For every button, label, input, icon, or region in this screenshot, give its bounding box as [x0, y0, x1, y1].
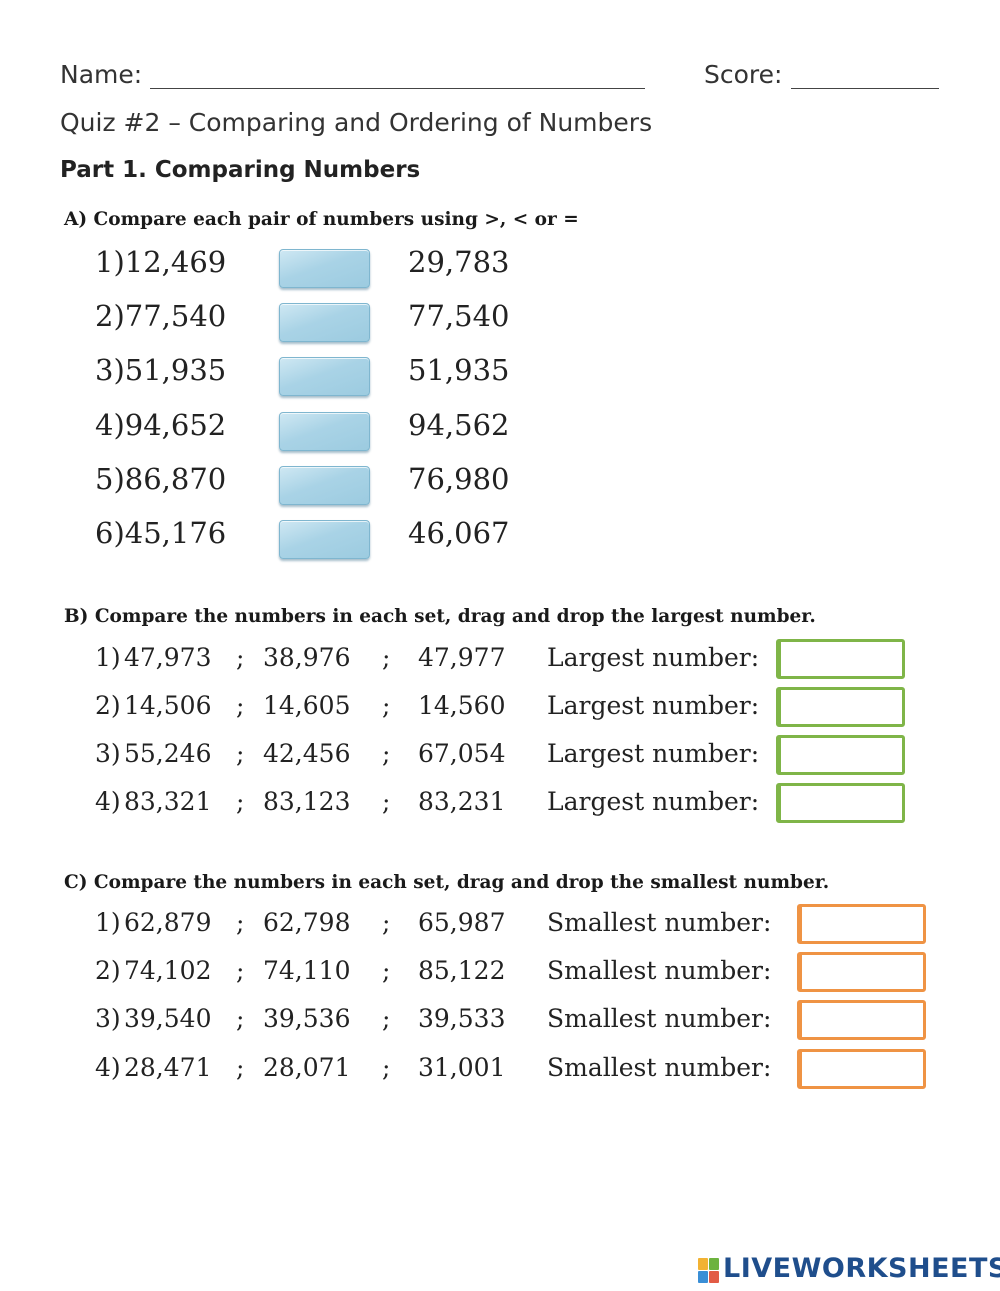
set-number-c: 14,560 [418, 691, 506, 720]
set-number-c: 85,122 [418, 956, 506, 985]
set-separator: ; [236, 908, 245, 937]
set-separator: ; [236, 1053, 245, 1082]
compare-answer-box[interactable] [279, 466, 370, 505]
set-number-a: 14,506 [124, 691, 212, 720]
section-c-title: C) Compare the numbers in each set, drag… [64, 872, 830, 893]
compare-right-number: 76,980 [408, 462, 510, 496]
compare-answer-box[interactable] [279, 357, 370, 396]
set-number-c: 67,054 [418, 739, 506, 768]
set-number-c: 65,987 [418, 908, 506, 937]
answer-label: Largest number: [547, 691, 760, 720]
compare-left-number: 3)51,935 [95, 353, 227, 387]
set-number-a: 55,246 [124, 739, 212, 768]
set-number-b: 38,976 [263, 643, 351, 672]
set-number-a: 28,471 [124, 1053, 212, 1082]
smallest-number-drop-box[interactable] [797, 952, 926, 992]
compare-left-number: 1)12,469 [95, 245, 227, 279]
compare-left-number: 5)86,870 [95, 462, 227, 496]
set-separator: ; [236, 956, 245, 985]
set-separator: ; [382, 908, 391, 937]
answer-label: Largest number: [547, 739, 760, 768]
answer-label: Largest number: [547, 787, 760, 816]
compare-left-number: 2)77,540 [95, 299, 227, 333]
set-number-b: 39,536 [263, 1004, 351, 1033]
answer-label: Smallest number: [547, 908, 772, 937]
compare-right-number: 51,935 [408, 353, 510, 387]
compare-answer-box[interactable] [279, 412, 370, 451]
answer-label: Smallest number: [547, 1004, 772, 1033]
compare-answer-box[interactable] [279, 249, 370, 288]
set-index: 1) [95, 908, 121, 937]
set-number-b: 28,071 [263, 1053, 351, 1082]
section-a-title: A) Compare each pair of numbers using >,… [64, 209, 579, 230]
set-number-c: 47,977 [418, 643, 506, 672]
smallest-number-drop-box[interactable] [797, 1000, 926, 1040]
set-index: 2) [95, 956, 121, 985]
name-input-line[interactable] [150, 88, 645, 89]
set-separator: ; [382, 643, 391, 672]
set-separator: ; [236, 691, 245, 720]
set-index: 1) [95, 643, 121, 672]
part-title: Part 1. Comparing Numbers [60, 157, 421, 183]
compare-right-number: 77,540 [408, 299, 510, 333]
set-number-b: 62,798 [263, 908, 351, 937]
quiz-title: Quiz #2 – Comparing and Ordering of Numb… [60, 108, 653, 137]
set-separator: ; [236, 1004, 245, 1033]
set-number-c: 39,533 [418, 1004, 506, 1033]
set-number-a: 62,879 [124, 908, 212, 937]
compare-left-number: 4)94,652 [95, 408, 227, 442]
set-number-c: 83,231 [418, 787, 506, 816]
set-index: 4) [95, 787, 121, 816]
set-index: 3) [95, 739, 121, 768]
set-separator: ; [382, 691, 391, 720]
smallest-number-drop-box[interactable] [797, 1049, 926, 1089]
set-number-b: 42,456 [263, 739, 351, 768]
compare-right-number: 94,562 [408, 408, 510, 442]
set-separator: ; [236, 787, 245, 816]
largest-number-drop-box[interactable] [776, 639, 905, 679]
compare-answer-box[interactable] [279, 520, 370, 559]
set-number-a: 74,102 [124, 956, 212, 985]
set-separator: ; [382, 739, 391, 768]
set-number-b: 83,123 [263, 787, 351, 816]
answer-label: Smallest number: [547, 956, 772, 985]
section-b-title: B) Compare the numbers in each set, drag… [64, 606, 816, 627]
compare-right-number: 29,783 [408, 245, 510, 279]
set-separator: ; [236, 643, 245, 672]
set-separator: ; [382, 1004, 391, 1033]
largest-number-drop-box[interactable] [776, 687, 905, 727]
set-number-c: 31,001 [418, 1053, 506, 1082]
name-label: Name: [60, 60, 143, 89]
answer-label: Smallest number: [547, 1053, 772, 1082]
compare-right-number: 46,067 [408, 516, 510, 550]
liveworksheets-logo: LIVEWORKSHEETS [723, 1253, 1000, 1284]
set-index: 4) [95, 1053, 121, 1082]
answer-label: Largest number: [547, 643, 760, 672]
smallest-number-drop-box[interactable] [797, 904, 926, 944]
set-separator: ; [236, 739, 245, 768]
set-index: 2) [95, 691, 121, 720]
set-number-b: 14,605 [263, 691, 351, 720]
largest-number-drop-box[interactable] [776, 783, 905, 823]
score-label: Score: [704, 60, 783, 89]
set-index: 3) [95, 1004, 121, 1033]
liveworksheets-logo-icon [698, 1258, 720, 1284]
set-number-a: 47,973 [124, 643, 212, 672]
set-number-a: 39,540 [124, 1004, 212, 1033]
set-number-b: 74,110 [263, 956, 351, 985]
score-input-line [791, 88, 939, 89]
compare-left-number: 6)45,176 [95, 516, 227, 550]
compare-answer-box[interactable] [279, 303, 370, 342]
set-separator: ; [382, 1053, 391, 1082]
largest-number-drop-box[interactable] [776, 735, 905, 775]
set-separator: ; [382, 956, 391, 985]
set-separator: ; [382, 787, 391, 816]
set-number-a: 83,321 [124, 787, 212, 816]
